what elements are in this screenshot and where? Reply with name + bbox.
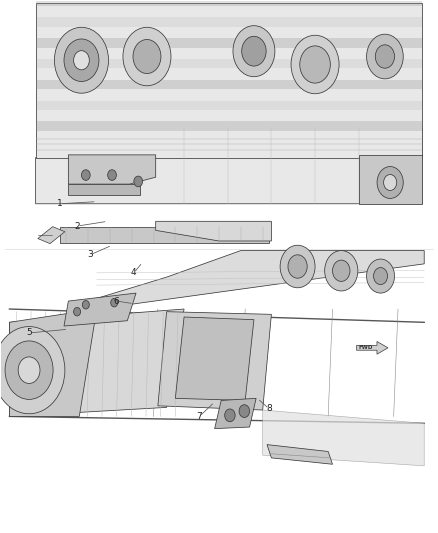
Bar xyxy=(35,59,422,68)
Text: 1: 1 xyxy=(57,199,63,208)
Circle shape xyxy=(367,259,395,293)
Circle shape xyxy=(74,51,89,70)
Bar xyxy=(35,38,422,47)
Circle shape xyxy=(18,357,40,383)
Polygon shape xyxy=(97,251,424,309)
Circle shape xyxy=(325,251,358,291)
Circle shape xyxy=(64,39,99,82)
Circle shape xyxy=(233,26,275,77)
Circle shape xyxy=(367,34,403,79)
Polygon shape xyxy=(175,317,254,400)
Circle shape xyxy=(375,45,395,68)
Polygon shape xyxy=(263,410,424,466)
Circle shape xyxy=(133,39,161,74)
Circle shape xyxy=(5,341,53,399)
Polygon shape xyxy=(10,309,184,416)
Polygon shape xyxy=(38,227,65,244)
Text: 8: 8 xyxy=(266,405,272,414)
Bar xyxy=(35,122,422,131)
Circle shape xyxy=(291,35,339,94)
Bar xyxy=(5,1,431,243)
Circle shape xyxy=(374,268,388,285)
Polygon shape xyxy=(60,227,269,243)
Bar xyxy=(5,248,431,527)
Circle shape xyxy=(0,327,65,414)
Polygon shape xyxy=(35,3,422,158)
Text: 4: 4 xyxy=(131,269,137,277)
Circle shape xyxy=(225,409,235,422)
Circle shape xyxy=(82,301,89,309)
Polygon shape xyxy=(35,128,422,204)
Bar xyxy=(35,101,422,110)
Polygon shape xyxy=(359,155,422,204)
Circle shape xyxy=(332,260,350,281)
Bar xyxy=(35,80,422,90)
Circle shape xyxy=(242,36,266,66)
Circle shape xyxy=(239,405,250,417)
Circle shape xyxy=(111,298,118,307)
Circle shape xyxy=(384,174,397,190)
Circle shape xyxy=(377,166,403,198)
Text: 7: 7 xyxy=(197,412,202,421)
Circle shape xyxy=(280,245,315,288)
Polygon shape xyxy=(158,312,272,410)
Bar xyxy=(35,0,422,6)
Circle shape xyxy=(134,176,143,187)
Bar xyxy=(35,17,422,27)
Polygon shape xyxy=(68,184,141,195)
Circle shape xyxy=(54,27,109,93)
Text: 3: 3 xyxy=(87,251,93,260)
Text: FWD: FWD xyxy=(358,345,373,350)
Polygon shape xyxy=(215,398,256,429)
Polygon shape xyxy=(64,293,136,326)
Circle shape xyxy=(108,169,117,180)
Polygon shape xyxy=(155,221,272,241)
Circle shape xyxy=(288,255,307,278)
Circle shape xyxy=(300,46,330,83)
Polygon shape xyxy=(357,342,388,354)
Text: 5: 5 xyxy=(26,328,32,337)
Polygon shape xyxy=(68,155,155,184)
Circle shape xyxy=(123,27,171,86)
Polygon shape xyxy=(267,445,332,464)
Circle shape xyxy=(81,169,90,180)
Polygon shape xyxy=(10,309,97,416)
Text: 6: 6 xyxy=(113,296,119,305)
Circle shape xyxy=(74,308,81,316)
Text: 2: 2 xyxy=(74,222,80,231)
